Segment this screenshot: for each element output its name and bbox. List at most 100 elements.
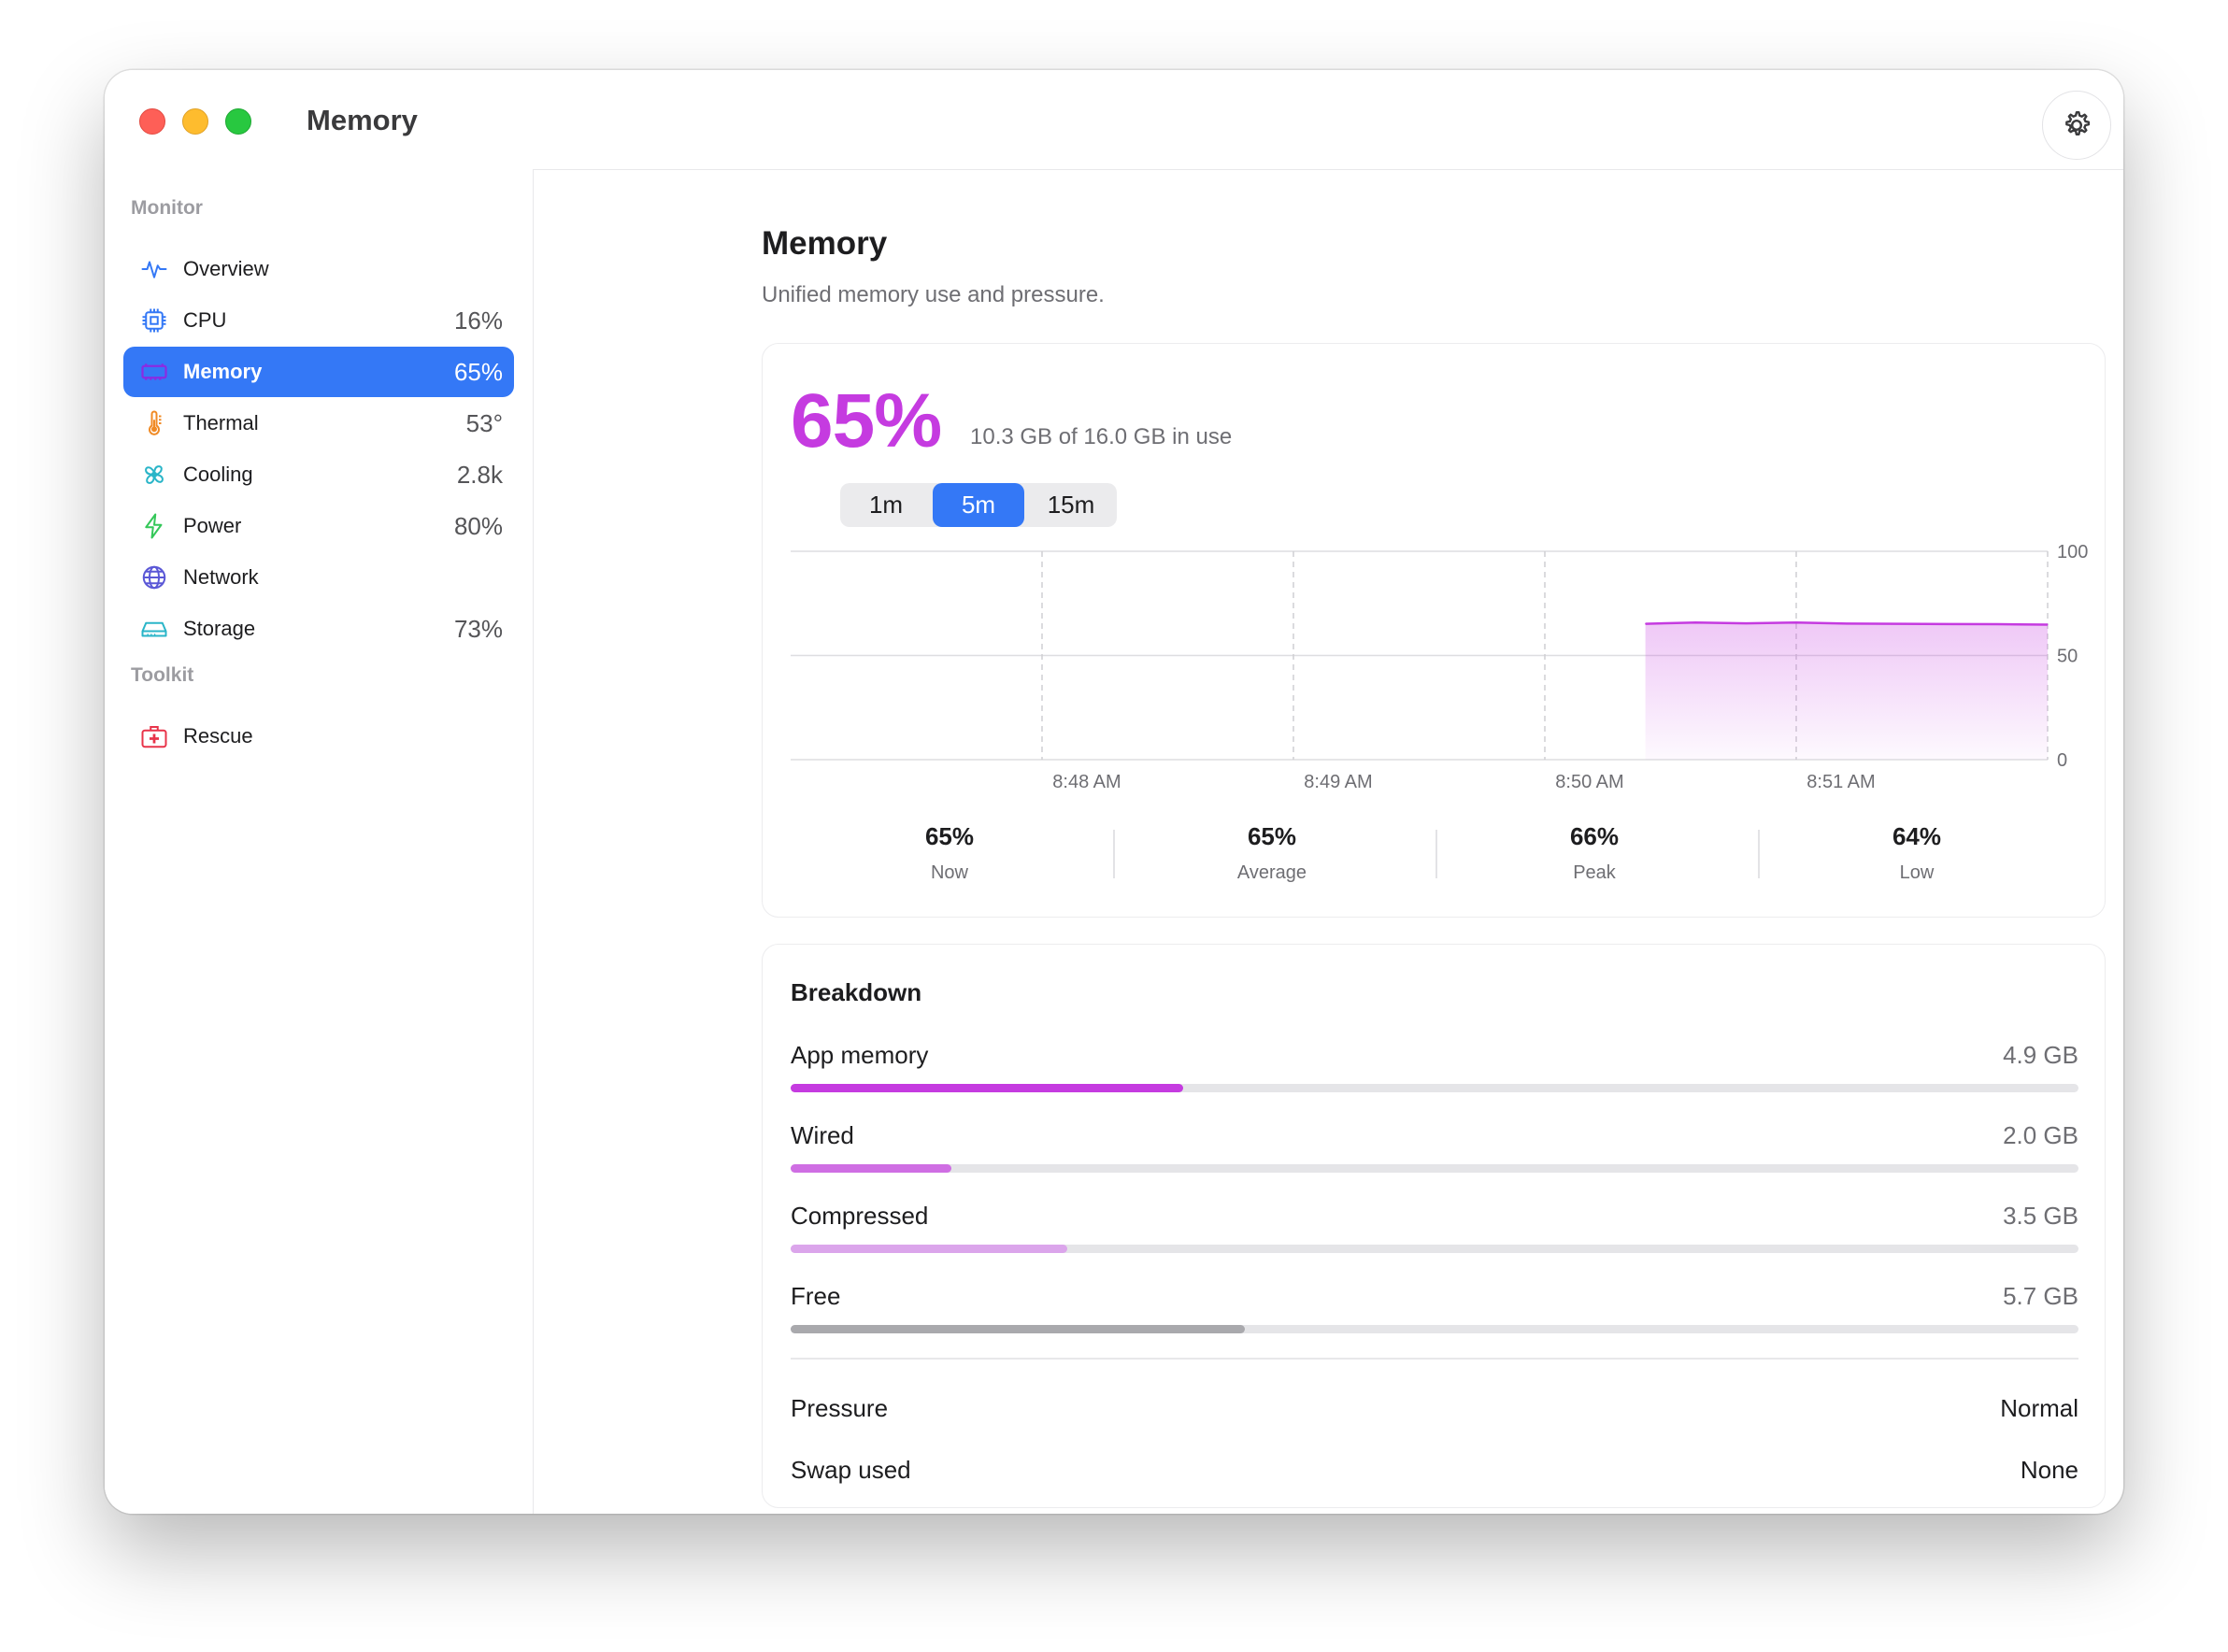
- breakdown-row-amount: 2.0 GB: [2003, 1121, 2078, 1149]
- first-aid-kit-icon: [138, 720, 170, 752]
- memory-data-point: [1946, 623, 1948, 625]
- close-window-button[interactable]: [139, 108, 165, 135]
- waveform-icon: [138, 253, 170, 285]
- breakdown-bar-fill: [791, 1084, 1184, 1092]
- breakdown-row-name: Compressed: [791, 1202, 929, 1230]
- memory-data-point: [1896, 623, 1898, 625]
- sidebar-item-power[interactable]: Power 80%: [123, 501, 514, 551]
- bolt-icon: [138, 510, 170, 542]
- sidebar-item-label: Cooling: [183, 463, 253, 486]
- breakdown-row-name: App memory: [791, 1041, 929, 1069]
- sidebar-item-label: Network: [183, 565, 259, 589]
- sidebar-item-storage[interactable]: Storage 73%: [123, 604, 514, 654]
- sidebar-item-memory[interactable]: Memory 65%: [123, 347, 514, 397]
- sidebar-item-value: 2.8k: [456, 460, 503, 489]
- sidebar-item-label: Storage: [183, 617, 256, 640]
- breakdown-card: Breakdown App memory 4.9 GB Wired 2.0 GB…: [762, 944, 2106, 1508]
- breakdown-row-amount: 4.9 GB: [2003, 1041, 2078, 1069]
- range-1m-button[interactable]: 1m: [868, 491, 904, 519]
- x-tick-label: 8:50 AM: [1555, 772, 1623, 792]
- stat-divider: [1758, 830, 1760, 878]
- stat-average-label: Average: [1236, 862, 1307, 883]
- memory-data-point: [1645, 623, 1647, 625]
- breakdown-bar-track: [791, 1245, 2078, 1253]
- app-window: Memory Monitor Overview CPU 16%: [105, 70, 2123, 1514]
- gear-icon: [2065, 111, 2091, 135]
- memory-data-point: [2047, 623, 2049, 625]
- y-tick-label: 50: [2057, 647, 2078, 667]
- pressure-value: Normal: [2000, 1394, 2078, 1422]
- stat-now-value: 65%: [924, 822, 975, 850]
- sidebar-section-toolkit: Toolkit: [131, 664, 194, 686]
- range-15m-button[interactable]: 15m: [1047, 491, 1095, 519]
- zoom-window-button[interactable]: [225, 108, 251, 135]
- sidebar-item-overview[interactable]: Overview: [123, 244, 514, 294]
- breakdown-row-name: Free: [791, 1282, 841, 1310]
- memory-data-point: [1996, 623, 1998, 625]
- breakdown-divider: [791, 1358, 2078, 1360]
- y-tick-label: 100: [2057, 542, 2088, 563]
- sidebar-item-label: Power: [183, 514, 242, 537]
- stat-peak-value: 66%: [1569, 822, 1620, 850]
- range-5m-button[interactable]: 5m: [933, 483, 1024, 527]
- memory-usage-chart: 100 50 0 8:48 AM 8:49 AM 8:50 AM 8:51 AM: [791, 542, 2088, 792]
- breakdown-row-amount: 5.7 GB: [2003, 1282, 2078, 1310]
- sidebar-item-value: 65%: [453, 357, 503, 386]
- stat-peak-label: Peak: [1573, 862, 1616, 883]
- breakdown-bar-fill: [791, 1325, 1246, 1333]
- breakdown-bar-track: [791, 1084, 2078, 1092]
- memory-data-point: [1694, 621, 1696, 623]
- memorychip-icon: [138, 356, 170, 388]
- stat-average: 65% Average: [1113, 822, 1431, 884]
- sidebar-item-value: 16%: [453, 306, 503, 335]
- stat-now: 65% Now: [791, 822, 1108, 884]
- breakdown-bar-track: [791, 1164, 2078, 1173]
- usage-percent: 65%: [791, 378, 942, 463]
- title-bar: Memory: [105, 70, 2123, 170]
- breakdown-bar-track: [791, 1325, 2078, 1333]
- breakdown-row-name: Wired: [791, 1121, 854, 1149]
- sidebar-item-rescue[interactable]: Rescue: [123, 711, 514, 762]
- window-title: Memory: [307, 104, 418, 136]
- sidebar-item-value: 80%: [453, 511, 503, 540]
- sidebar: Monitor Overview CPU 16% Memory 65%: [105, 169, 534, 1514]
- sidebar-item-thermal[interactable]: Thermal 53°: [123, 398, 514, 449]
- pressure-label: Pressure: [791, 1394, 889, 1422]
- breakdown-row-amount: 3.5 GB: [2003, 1202, 2078, 1230]
- memory-data-point: [1745, 622, 1747, 624]
- minimize-window-button[interactable]: [182, 108, 208, 135]
- memory-area: [1645, 622, 2048, 760]
- swap-label: Swap used: [791, 1456, 911, 1484]
- sidebar-item-label: CPU: [183, 308, 227, 332]
- drive-icon: [138, 613, 170, 645]
- breakdown-bar-fill: [791, 1245, 1068, 1253]
- time-range-selector: 1m 5m 15m: [840, 483, 1117, 527]
- stat-divider: [1113, 830, 1115, 878]
- page-title: Memory: [762, 225, 888, 262]
- globe-icon: [138, 562, 170, 593]
- memory-data-point: [1846, 622, 1848, 624]
- sidebar-item-value: 73%: [453, 614, 503, 643]
- x-tick-label: 8:49 AM: [1304, 772, 1372, 792]
- stat-now-label: Now: [930, 862, 968, 883]
- y-tick-label: 0: [2057, 750, 2067, 771]
- fan-icon: [138, 459, 170, 491]
- stat-average-value: 65%: [1247, 822, 1297, 850]
- settings-button[interactable]: [2042, 91, 2111, 160]
- page-subtitle: Unified memory use and pressure.: [762, 282, 1105, 307]
- thermometer-icon: [138, 407, 170, 439]
- sidebar-item-network[interactable]: Network: [123, 552, 514, 603]
- stat-peak: 66% Peak: [1435, 822, 1753, 884]
- sidebar-item-label: Memory: [183, 360, 263, 383]
- sidebar-item-cpu[interactable]: CPU 16%: [123, 295, 514, 346]
- sidebar-item-value: 53°: [465, 408, 503, 437]
- swap-value: None: [2020, 1456, 2078, 1484]
- sidebar-item-label: Overview: [183, 257, 269, 280]
- sidebar-item-cooling[interactable]: Cooling 2.8k: [123, 449, 514, 500]
- breakdown-bar-fill: [791, 1164, 952, 1173]
- x-tick-label: 8:48 AM: [1052, 772, 1121, 792]
- usage-card: 65% 10.3 GB of 16.0 GB in use 1m 5m 15m …: [762, 343, 2106, 918]
- x-tick-label: 8:51 AM: [1807, 772, 1875, 792]
- stat-low: 64% Low: [1758, 822, 2076, 884]
- stat-low-value: 64%: [1892, 822, 1942, 850]
